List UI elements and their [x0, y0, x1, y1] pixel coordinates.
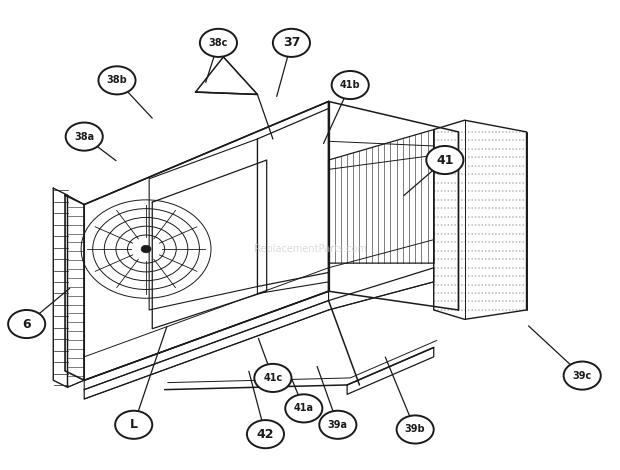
Circle shape [99, 66, 136, 94]
Text: 39a: 39a [328, 420, 348, 430]
Text: 41a: 41a [294, 403, 314, 414]
Text: 37: 37 [283, 36, 300, 49]
Text: 38a: 38a [74, 132, 94, 141]
Circle shape [247, 420, 284, 448]
Text: 39b: 39b [405, 424, 425, 434]
Text: 39c: 39c [572, 370, 592, 381]
Circle shape [427, 146, 463, 174]
Circle shape [66, 123, 103, 151]
Circle shape [285, 394, 322, 423]
Circle shape [200, 29, 237, 57]
Text: 6: 6 [22, 318, 31, 330]
Text: L: L [130, 418, 138, 431]
Text: 38b: 38b [107, 75, 127, 86]
Circle shape [141, 245, 151, 253]
Circle shape [254, 364, 291, 392]
Circle shape [115, 411, 153, 439]
Text: ReplacementParts.com: ReplacementParts.com [254, 244, 366, 254]
Text: 42: 42 [257, 428, 274, 441]
Circle shape [564, 361, 601, 390]
Circle shape [332, 71, 369, 99]
Circle shape [273, 29, 310, 57]
Text: 41: 41 [436, 154, 454, 166]
Circle shape [397, 415, 434, 444]
Text: 41c: 41c [264, 373, 283, 383]
Text: 41b: 41b [340, 80, 360, 90]
Text: 38c: 38c [209, 38, 228, 48]
Circle shape [319, 411, 356, 439]
Circle shape [8, 310, 45, 338]
